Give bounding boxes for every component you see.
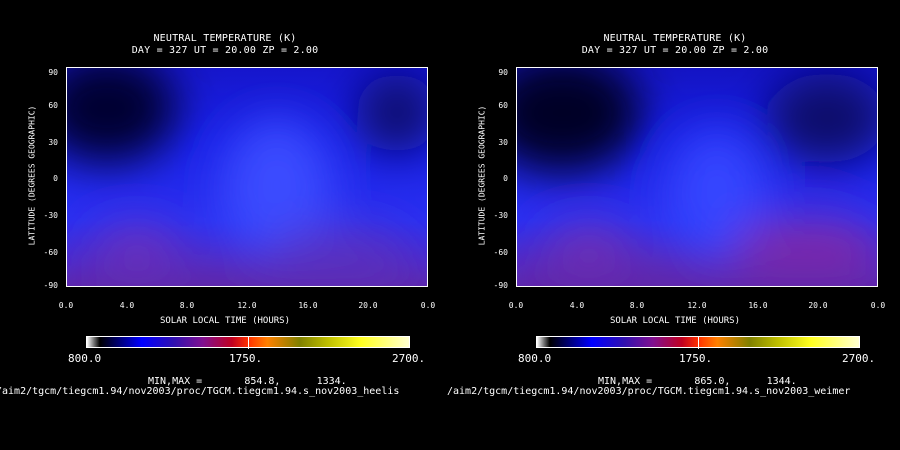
cold-region — [517, 68, 642, 173]
hot-region — [544, 226, 634, 266]
y-tick-label: 90 — [48, 68, 58, 77]
cold-region-2 — [357, 73, 427, 153]
y-tick-label: 30 — [498, 138, 508, 147]
y-tick-label: -90 — [43, 281, 58, 290]
heatmap-svg — [517, 68, 877, 286]
x-tick-label: 8.0 — [629, 301, 645, 310]
y-tick-label: 30 — [48, 138, 58, 147]
x-tick-label: 16.0 — [298, 301, 318, 310]
chart-title: NEUTRAL TEMPERATURE (K) — [153, 33, 297, 44]
colorbar-max-label: 2700. — [392, 352, 426, 365]
y-tick-label: -30 — [493, 211, 508, 220]
cold-region-2 — [767, 73, 877, 163]
chart-subtitle: DAY = 327 UT = 20.00 ZP = 2.00 — [131, 45, 319, 56]
colorbar-mid-label: 1750. — [229, 352, 263, 365]
chart-title: NEUTRAL TEMPERATURE (K) — [603, 33, 747, 44]
x-tick-label: 20.0 — [358, 301, 378, 310]
y-tick-label: 0 — [53, 174, 58, 183]
y-tick-label: 60 — [498, 101, 508, 110]
min-max-readout: MIN,MAX = 854.8, 1334. — [148, 376, 347, 387]
x-tick-label: 0.0 — [420, 301, 436, 310]
y-tick-label: -90 — [493, 281, 508, 290]
colorbar — [86, 336, 410, 349]
x-tick-label: 12.0 — [237, 301, 257, 310]
cold-region — [67, 68, 177, 163]
x-tick-label: 20.0 — [808, 301, 828, 310]
x-tick-label: 0.0 — [870, 301, 886, 310]
x-tick-label: 16.0 — [748, 301, 768, 310]
colorbar — [536, 336, 860, 349]
chart-subtitle: DAY = 327 UT = 20.00 ZP = 2.00 — [581, 45, 769, 56]
colorbar-mid-tick — [698, 337, 699, 349]
colorbar-min-label: 800.0 — [68, 352, 102, 365]
south-band — [67, 268, 427, 286]
heatmap-svg — [67, 68, 427, 286]
colorbar-mid-tick — [248, 337, 249, 349]
y-tick-label: 0 — [503, 174, 508, 183]
source-file-path-right: /aim2/tgcm/tiegcm1.94/nov2003/proc/TGCM.… — [447, 386, 851, 397]
hot-south-region — [732, 218, 877, 278]
warm-region — [667, 128, 767, 258]
heatmap-features — [517, 68, 877, 286]
warm-region — [222, 118, 332, 258]
colorbar-mid-label: 1750. — [679, 352, 713, 365]
heatmap-panel-left: NEUTRAL TEMPERATURE (K) DAY = 327 UT = 2… — [28, 33, 436, 387]
heatmap-plot-area — [66, 67, 428, 287]
heatmap-features — [67, 68, 427, 286]
x-tick-label: 0.0 — [508, 301, 524, 310]
hot-region — [92, 226, 182, 266]
x-tick-label: 0.0 — [58, 301, 74, 310]
y-tick-label: -30 — [43, 211, 58, 220]
x-tick-label: 12.0 — [687, 301, 707, 310]
heatmap-plot-area — [516, 67, 878, 287]
x-axis-title: SOLAR LOCAL TIME (HOURS) — [159, 316, 291, 326]
colorbar-max-label: 2700. — [842, 352, 876, 365]
y-tick-label: -60 — [43, 248, 58, 257]
y-tick-label: 60 — [48, 101, 58, 110]
y-tick-label: -60 — [493, 248, 508, 257]
heatmap-panel-right: NEUTRAL TEMPERATURE (K) DAY = 327 UT = 2… — [450, 0, 900, 450]
south-band — [517, 268, 877, 286]
min-max-readout: MIN,MAX = 865.0, 1344. — [598, 376, 797, 387]
x-tick-label: 4.0 — [569, 301, 585, 310]
warm-south-region — [267, 228, 407, 278]
source-file-path-left: /aim2/tgcm/tiegcm1.94/nov2003/proc/TGCM.… — [0, 386, 400, 397]
x-tick-label: 8.0 — [179, 301, 195, 310]
y-tick-label: 90 — [498, 68, 508, 77]
colorbar-min-label: 800.0 — [518, 352, 552, 365]
x-tick-label: 4.0 — [119, 301, 135, 310]
x-axis-title: SOLAR LOCAL TIME (HOURS) — [609, 316, 741, 326]
